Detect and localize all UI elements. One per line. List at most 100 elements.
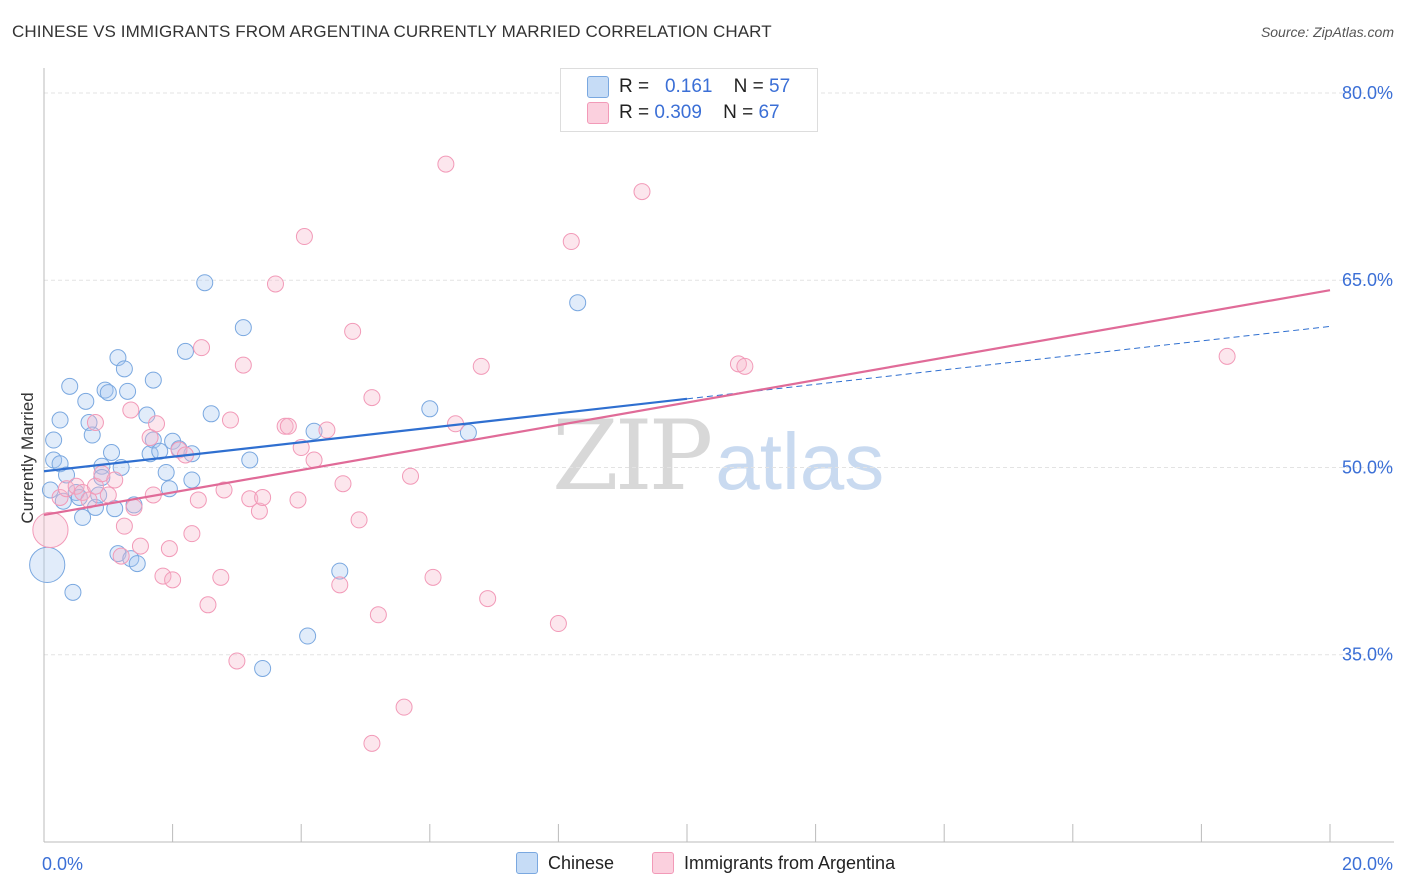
argentina-point bbox=[86, 414, 104, 432]
argentina-point bbox=[115, 517, 133, 535]
chinese-trend-extension bbox=[686, 325, 1331, 400]
chart-source: Source: ZipAtlas.com bbox=[1260, 24, 1394, 40]
argentina-point bbox=[437, 155, 455, 173]
argentina-point bbox=[254, 488, 272, 506]
argentina-point bbox=[228, 652, 246, 670]
correlation-legend: R = 0.161 N = 57 R = 0.309 N = 67 bbox=[560, 68, 818, 132]
argentina-point bbox=[279, 417, 297, 435]
argentina-point bbox=[402, 467, 420, 485]
chinese-point bbox=[128, 555, 146, 573]
legend-n-value-argentina: 67 bbox=[758, 102, 780, 123]
chinese-point bbox=[70, 488, 88, 506]
argentina-point bbox=[32, 511, 69, 549]
legend-item-argentina: Immigrants from Argentina bbox=[652, 852, 895, 874]
argentina-point bbox=[305, 451, 323, 469]
chinese-point bbox=[93, 468, 111, 486]
chinese-point bbox=[51, 411, 69, 429]
chinese-point bbox=[305, 422, 323, 440]
chinese-point bbox=[196, 274, 214, 292]
argentina-point bbox=[199, 596, 217, 614]
legend-r-value-argentina: 0.309 bbox=[654, 102, 702, 123]
legend-label-argentina: Immigrants from Argentina bbox=[684, 852, 896, 873]
chinese-point bbox=[58, 466, 76, 484]
argentina-point bbox=[112, 547, 130, 565]
chinese-point bbox=[61, 377, 79, 395]
argentina-point bbox=[562, 233, 580, 251]
argentina-point bbox=[395, 698, 413, 716]
y-tick-label: 35.0% bbox=[1342, 645, 1393, 665]
chart-title: CHINESE VS IMMIGRANTS FROM ARGENTINA CUR… bbox=[12, 22, 772, 41]
argentina-point bbox=[350, 511, 368, 529]
chinese-point bbox=[67, 483, 85, 501]
legend-n-value-chinese: 57 bbox=[769, 76, 791, 97]
chinese-point bbox=[119, 382, 137, 400]
argentina-point bbox=[295, 228, 313, 246]
argentina-point bbox=[212, 568, 230, 586]
legend-r-label: R = bbox=[619, 76, 650, 97]
chinese-point bbox=[99, 384, 117, 402]
chinese-point bbox=[115, 360, 133, 378]
argentina-point bbox=[736, 357, 754, 375]
watermark-atlas: atlas bbox=[715, 417, 885, 506]
x-tick-label: 20.0% bbox=[1342, 854, 1393, 874]
argentina-point bbox=[122, 401, 140, 419]
chinese-point bbox=[299, 627, 317, 645]
argentina-point bbox=[183, 525, 201, 543]
argentina-point bbox=[318, 421, 336, 439]
argentina-point bbox=[266, 275, 284, 293]
argentina-point bbox=[549, 615, 567, 633]
argentina-point bbox=[331, 576, 349, 594]
chinese-point bbox=[74, 508, 92, 526]
chinese-point bbox=[138, 406, 156, 424]
argentina-point bbox=[141, 429, 159, 447]
y-tick-label: 50.0% bbox=[1342, 457, 1393, 477]
argentina-point bbox=[148, 415, 166, 433]
legend-item-chinese: Chinese bbox=[516, 852, 614, 874]
argentina-point bbox=[250, 502, 268, 520]
argentina-point bbox=[58, 480, 76, 498]
chinese-point bbox=[569, 294, 587, 312]
chinese-trend-line bbox=[43, 397, 688, 473]
watermark-zip: ZIP bbox=[552, 400, 713, 512]
chinese-point bbox=[45, 431, 63, 449]
chinese-point bbox=[29, 546, 66, 583]
legend-swatch-chinese bbox=[587, 76, 609, 98]
legend-swatch-chinese bbox=[516, 852, 538, 874]
argentina-point bbox=[193, 339, 211, 357]
argentina-point bbox=[633, 183, 651, 201]
argentina-point bbox=[154, 567, 172, 585]
chinese-point bbox=[103, 444, 121, 462]
chinese-point bbox=[96, 381, 114, 399]
argentina-point bbox=[334, 475, 352, 493]
argentina-point bbox=[221, 411, 239, 429]
chinese-point bbox=[183, 471, 201, 489]
legend-swatch-argentina bbox=[587, 102, 609, 124]
argentina-point bbox=[164, 571, 182, 589]
chinese-point bbox=[144, 371, 162, 389]
argentina-point bbox=[215, 481, 233, 499]
watermark: ZIPatlas bbox=[552, 400, 884, 512]
legend-swatch-argentina bbox=[652, 852, 674, 874]
argentina-point bbox=[424, 568, 442, 586]
chinese-point bbox=[109, 545, 127, 563]
argentina-point bbox=[234, 356, 252, 374]
legend-n-label: N = bbox=[733, 76, 764, 97]
chinese-point bbox=[77, 392, 95, 410]
argentina-point bbox=[189, 491, 207, 509]
chinese-point bbox=[64, 583, 82, 601]
legend-n-label: N = bbox=[723, 102, 754, 123]
argentina-point bbox=[369, 606, 387, 624]
argentina-point bbox=[344, 322, 362, 340]
chinese-point bbox=[83, 426, 101, 444]
y-tick-label: 80.0% bbox=[1342, 83, 1393, 103]
argentina-point bbox=[472, 357, 490, 375]
argentina-point bbox=[479, 590, 497, 608]
legend-label-chinese: Chinese bbox=[548, 852, 615, 873]
chinese-point bbox=[176, 342, 194, 360]
argentina-point bbox=[363, 389, 381, 407]
argentina-point bbox=[67, 477, 85, 495]
y-tick-label: 65.0% bbox=[1342, 270, 1393, 290]
argentina-point bbox=[51, 488, 69, 506]
argentina-point bbox=[241, 490, 259, 508]
